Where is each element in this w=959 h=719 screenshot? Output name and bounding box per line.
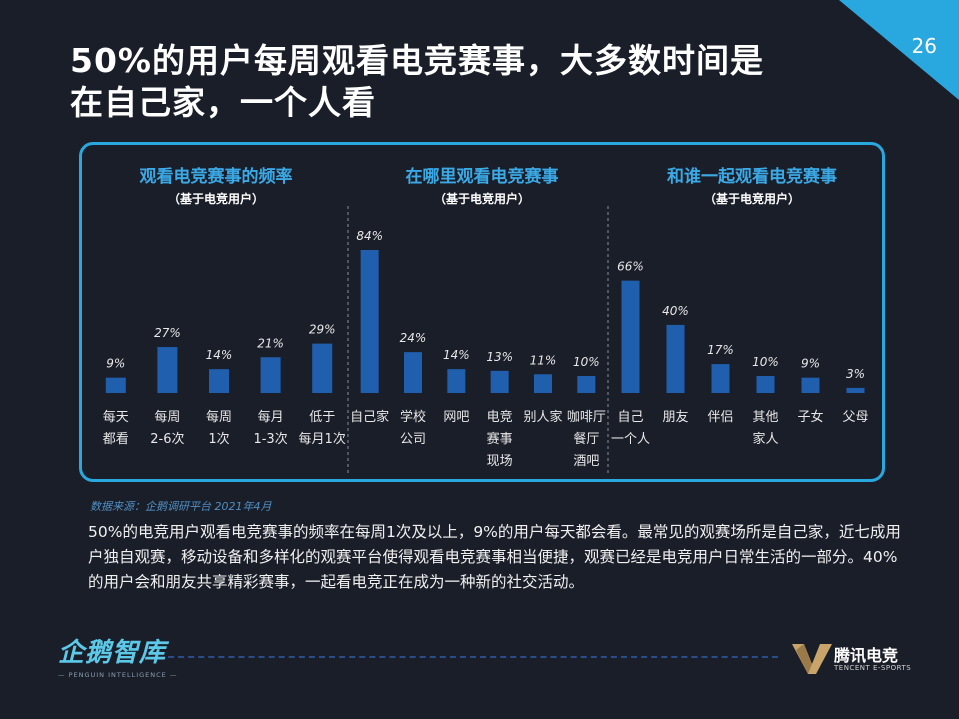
penguin-logo-text: 企鹅智库	[58, 638, 167, 668]
category-label: 网吧	[443, 410, 469, 425]
bar-value-label: 29%	[309, 323, 336, 337]
category-label: 家人	[752, 431, 778, 447]
category-label: 朋友	[662, 409, 688, 425]
chart-subtitle: （基于电竞用户）	[704, 191, 800, 206]
bar-value-label: 27%	[154, 326, 181, 340]
bar-value-label: 21%	[257, 336, 284, 350]
chart-title: 在哪里观看电竞赛事	[406, 166, 559, 187]
category-label: 低于	[309, 410, 335, 425]
chart-subtitle: （基于电竞用户）	[168, 191, 264, 206]
category-label: 自己家	[350, 409, 389, 425]
page-title-line-1: 50%的用户每周观看电竞赛事，大多数时间是	[70, 41, 764, 80]
chart-title: 观看电竞赛事的频率	[139, 166, 293, 187]
penguin-logo-subtext: — PENGUIN INTELLIGENCE —	[58, 671, 178, 679]
category-label: 其他	[752, 410, 778, 425]
category-label: 每周	[154, 409, 180, 425]
page-title: 50%的用户每周观看电竞赛事，大多数时间是 在自己家，一个人看	[70, 40, 850, 124]
bar	[577, 375, 596, 393]
category-label: 别人家	[523, 409, 562, 425]
bar-value-label: 11%	[530, 353, 557, 367]
charts-panel	[79, 142, 885, 482]
bar-value-label: 9%	[801, 357, 820, 371]
bar-value-label: 13%	[486, 350, 513, 364]
category-label: 赛事	[487, 431, 513, 447]
bar	[621, 280, 640, 393]
category-label: 咖啡厅	[567, 410, 606, 425]
summary-text: 50%的电竞用户观看电竞赛事的频率在每周1次及以上，9%的用户每天都会看。最常见…	[88, 523, 901, 591]
bar-value-label: 3%	[846, 367, 865, 381]
bar	[447, 369, 466, 393]
bar	[312, 343, 333, 393]
category-label: 酒吧	[573, 454, 599, 469]
category-label: 父母	[842, 410, 868, 425]
bar-value-label: 10%	[752, 355, 779, 369]
category-label: 伴侣	[707, 410, 733, 425]
bar	[105, 377, 126, 393]
bar-value-label: 40%	[662, 304, 689, 318]
bar-value-label: 24%	[400, 331, 427, 345]
category-label: 餐厅	[573, 431, 599, 447]
tencent-logo-subtext: TENCENT E-SPORTS	[834, 664, 912, 672]
category-label: 每天	[103, 409, 129, 425]
bar	[666, 324, 685, 393]
bar	[157, 347, 178, 393]
bar-value-label: 66%	[617, 260, 644, 274]
bar-value-label: 9%	[106, 357, 125, 371]
category-label: 公司	[400, 432, 426, 447]
bar	[711, 364, 730, 393]
bar	[846, 387, 865, 393]
category-label: 自己	[617, 410, 643, 425]
bar-value-label: 84%	[356, 229, 383, 243]
category-label: 学校	[400, 409, 426, 425]
tencent-logo-text: 腾讯电竞	[834, 646, 899, 665]
bar-value-label: 17%	[707, 343, 734, 357]
bar	[404, 352, 422, 393]
bar	[534, 374, 552, 393]
category-label: 每周	[206, 409, 232, 425]
category-label: 2-6次	[150, 431, 184, 447]
chart-title: 和谁一起观看电竞赛事	[667, 166, 837, 187]
category-label: 每月1次	[299, 431, 346, 447]
footer-divider	[168, 656, 778, 658]
category-label: 电竞	[487, 409, 513, 425]
bar-value-label: 10%	[573, 355, 600, 369]
bar	[490, 370, 509, 393]
bar	[360, 250, 379, 393]
bar	[260, 357, 281, 393]
category-label: 1-3次	[253, 431, 287, 447]
bar-value-label: 14%	[443, 348, 470, 362]
category-label: 每月	[258, 409, 284, 425]
data-source: 数据来源：企鹅调研平台 2021年4月	[90, 500, 272, 513]
category-label: 都看	[103, 431, 129, 447]
penguin-intelligence-logo: 企鹅智库 — PENGUIN INTELLIGENCE —	[58, 632, 177, 679]
bar	[801, 377, 820, 393]
page-title-line-2: 在自己家，一个人看	[70, 83, 376, 122]
category-label: 1次	[208, 431, 229, 447]
bar-value-label: 14%	[206, 348, 233, 362]
bar	[209, 369, 229, 393]
category-label: 现场	[487, 454, 513, 469]
category-label: 一个人	[611, 432, 650, 447]
v-logo-icon	[792, 644, 832, 674]
chart-subtitle: （基于电竞用户）	[434, 191, 530, 206]
category-label: 子女	[797, 409, 823, 425]
page-number: 26	[911, 34, 937, 58]
bar	[756, 375, 775, 393]
